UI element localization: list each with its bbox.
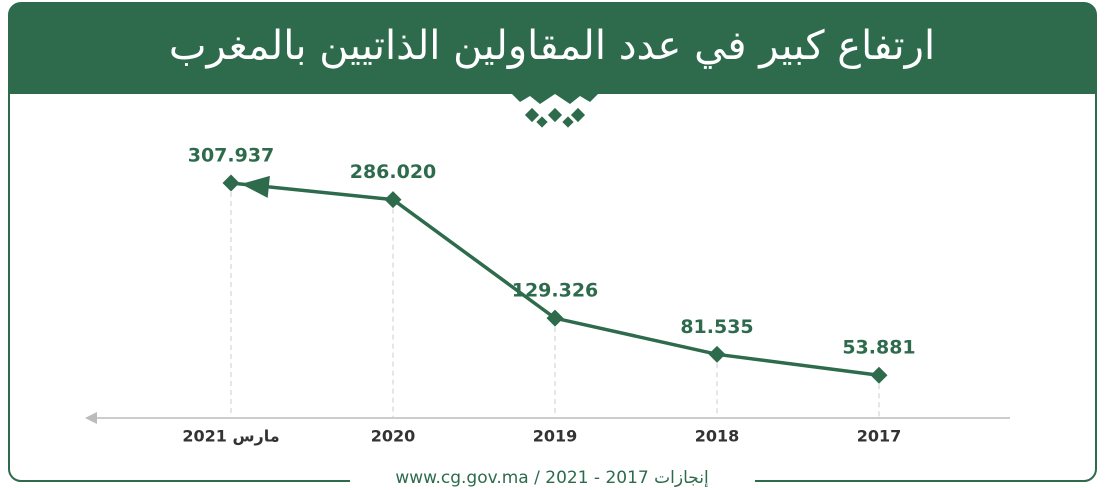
header-band <box>9 3 1096 94</box>
point <box>546 309 564 327</box>
footer-gap <box>350 464 755 488</box>
value-label: 81.535 <box>680 316 753 338</box>
point <box>870 366 888 384</box>
footer-source: www.cg.gov.ma / 2021 - 2017 إنجازات <box>395 468 708 488</box>
value-label: 129.326 <box>512 280 599 302</box>
x-tick-label: مارس 2021 <box>182 427 279 446</box>
point <box>384 191 402 209</box>
x-tick-label: 2017 <box>857 427 902 446</box>
axis-arrow <box>85 412 97 424</box>
x-tick-label: 2019 <box>533 427 578 446</box>
point <box>222 174 240 192</box>
value-label: 307.937 <box>188 145 275 167</box>
value-label: 286.020 <box>350 161 437 183</box>
value-label: 53.881 <box>842 337 915 359</box>
x-tick-label: 2020 <box>371 427 416 446</box>
x-tick-label: 2018 <box>695 427 740 446</box>
chart-title: ارتفاع كبير في عدد المقاولين الذاتيين با… <box>169 23 935 69</box>
arrow-head <box>240 175 270 198</box>
point <box>708 345 726 363</box>
